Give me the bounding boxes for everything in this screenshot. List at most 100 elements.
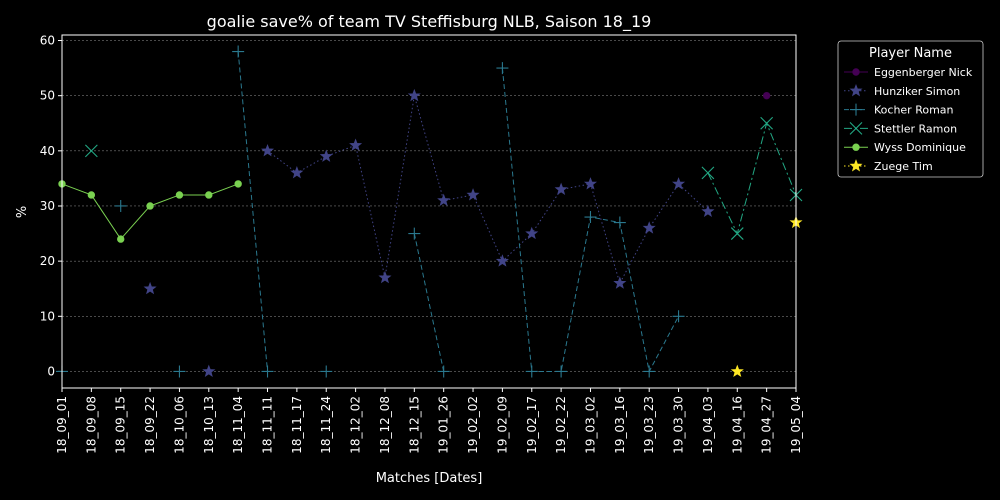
- legend-label: Stettler Ramon: [874, 122, 957, 135]
- data-point: [205, 191, 213, 199]
- legend-marker: [850, 103, 862, 116]
- x-tick-label: 18_10_06: [172, 396, 186, 454]
- data-point: [349, 138, 363, 151]
- data-point: [760, 116, 774, 130]
- data-point: [643, 365, 656, 378]
- legend-box: [837, 40, 984, 178]
- x-tick-label: 18_12_02: [349, 396, 363, 454]
- data-point: [175, 191, 184, 199]
- x-tick-label: 19_02_02: [466, 396, 480, 454]
- series-0: [762, 91, 771, 100]
- data-point: [554, 182, 568, 195]
- legend-label: Kocher Roman: [874, 104, 954, 117]
- chart-title: goalie save% of team TV Steffisburg NLB,…: [207, 12, 652, 32]
- y-tick-label: 50: [40, 89, 55, 103]
- plot-background: [62, 35, 796, 388]
- data-point: [320, 365, 333, 378]
- data-point: [290, 166, 304, 179]
- legend-label: Eggenberger Nick: [874, 66, 973, 79]
- y-tick-label: 20: [40, 254, 55, 268]
- data-point: [114, 199, 127, 212]
- data-point: [466, 188, 480, 201]
- data-point: [672, 310, 685, 323]
- data-point: [525, 365, 538, 378]
- series-4: [58, 180, 242, 243]
- x-tick-label: 18_09_01: [55, 396, 69, 454]
- data-point: [117, 235, 125, 243]
- data-point: [496, 62, 509, 75]
- x-tick-label: 19_03_30: [672, 396, 686, 454]
- data-point: [143, 281, 157, 295]
- data-point: [260, 143, 275, 157]
- legend-item: Hunziker Simon: [844, 83, 960, 98]
- y-tick-label: 60: [40, 34, 55, 48]
- x-tick-label: 18_10_13: [202, 396, 216, 454]
- x-tick-label: 19_05_04: [789, 396, 803, 454]
- plot-area: 0 10 20 30 40 50 60 18_09_01 18_09_08 18_09_15 18_…: [40, 34, 803, 454]
- data-point: [84, 144, 98, 158]
- legend-title: Player Name: [869, 46, 952, 61]
- data-point: [701, 204, 715, 218]
- legend-label: Wyss Dominique: [874, 141, 966, 154]
- x-tick-label: 18_11_04: [231, 396, 245, 454]
- data-point: [555, 365, 568, 378]
- data-point: [730, 227, 744, 240]
- data-point: [378, 270, 392, 284]
- x-tick-label: 19_02_09: [495, 396, 509, 454]
- data-point: [437, 193, 451, 207]
- data-point: [407, 88, 421, 102]
- data-point: [261, 365, 274, 378]
- y-axis-label: %: [15, 206, 30, 218]
- x-tick-label: 18_09_22: [143, 396, 157, 454]
- legend-item: Wyss Dominique: [844, 141, 966, 154]
- legend-marker: [849, 159, 863, 172]
- y-tick-label: 10: [40, 309, 55, 323]
- legend-item: Eggenberger Nick: [844, 66, 973, 79]
- series-3: [84, 116, 803, 240]
- data-point: [146, 202, 154, 210]
- series-line: [237, 51, 269, 372]
- data-point: [495, 254, 509, 267]
- x-tick-label: 18_12_15: [407, 396, 421, 454]
- data-point: [232, 45, 245, 58]
- x-tick-label: 18_11_17: [290, 396, 304, 454]
- data-point: [173, 365, 186, 378]
- y-tick-label: 40: [40, 144, 55, 158]
- x-tick-label: 19_02_17: [525, 396, 539, 454]
- x-tick-label: 19_03_23: [642, 396, 656, 454]
- legend-item: Stettler Ramon: [844, 122, 957, 135]
- y-tick-label: 30: [40, 199, 55, 213]
- data-point: [319, 149, 333, 162]
- y-tick-label: 0: [47, 364, 55, 378]
- legend: Player Name Eggenberger Nick Hunziker Simo…: [837, 40, 984, 178]
- x-tick-label: 19_02_22: [554, 396, 568, 454]
- data-point: [613, 216, 626, 229]
- x-axis-label: Matches [Dates]: [376, 471, 483, 486]
- x-tick-label: 18_09_08: [84, 396, 98, 454]
- legend-label: Hunziker Simon: [874, 85, 960, 98]
- legend-marker: [849, 122, 863, 135]
- data-point: [584, 211, 597, 224]
- x-tick-label: 19_04_16: [730, 396, 744, 454]
- data-point: [525, 226, 539, 240]
- data-point: [642, 221, 656, 234]
- x-tick-label: 18_11_24: [319, 396, 333, 454]
- x-tick-label: 19_03_16: [613, 396, 627, 454]
- data-point: [701, 166, 715, 180]
- x-tick-label: 19_01_26: [437, 396, 451, 454]
- x-tick-label: 18_11_11: [261, 396, 275, 454]
- legend-item: Zuege Tim: [844, 159, 933, 173]
- data-point: [672, 177, 686, 190]
- data-point: [408, 227, 421, 240]
- legend-marker: [852, 143, 860, 151]
- legend-marker: [852, 68, 860, 76]
- data-point: [87, 191, 96, 199]
- x-tick-label: 18_12_08: [378, 396, 392, 454]
- series-1: [143, 88, 715, 378]
- x-tick-label: 18_09_15: [114, 396, 128, 454]
- axes-frame: [61, 34, 797, 389]
- data-point: [730, 364, 744, 378]
- data-point: [202, 364, 216, 378]
- series-line: [707, 121, 797, 235]
- series-line: [267, 95, 709, 285]
